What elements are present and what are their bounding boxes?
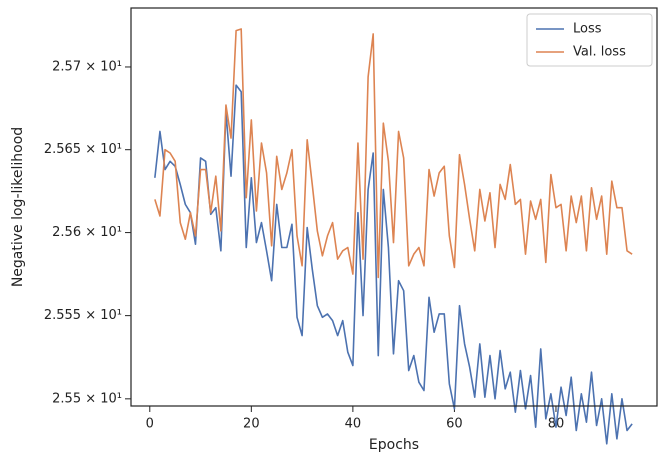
y-tick-label: 2.565 × 10¹ xyxy=(44,142,122,157)
y-axis-label: Negative log-likelihood xyxy=(10,127,26,287)
y-tick-label: 2.57 × 10¹ xyxy=(52,59,122,74)
y-tick-label: 2.56 × 10¹ xyxy=(52,225,122,240)
x-tick-label: 60 xyxy=(446,417,463,432)
y-tick-label: 2.555 × 10¹ xyxy=(44,308,122,323)
plot-frame xyxy=(130,7,658,407)
series-line xyxy=(154,28,633,279)
x-axis-label: Epochs xyxy=(369,437,419,453)
x-tick-label: 0 xyxy=(146,417,154,432)
series-line xyxy=(154,84,633,445)
x-tick-label: 20 xyxy=(243,417,260,432)
legend-label: Loss xyxy=(573,22,602,37)
legend-label: Val. loss xyxy=(573,45,626,60)
y-tick-label: 2.55 × 10¹ xyxy=(52,391,122,406)
legend-box xyxy=(526,13,653,67)
x-tick-label: 40 xyxy=(345,417,362,432)
